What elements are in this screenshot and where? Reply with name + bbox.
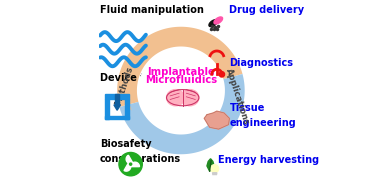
Text: considerations: considerations bbox=[100, 154, 181, 164]
Text: Tissue: Tissue bbox=[229, 104, 265, 113]
Text: Microfluidics: Microfluidics bbox=[145, 75, 217, 85]
Polygon shape bbox=[125, 100, 129, 119]
Polygon shape bbox=[105, 116, 129, 119]
Text: Energy harvesting: Energy harvesting bbox=[218, 155, 319, 165]
Circle shape bbox=[129, 162, 132, 166]
Polygon shape bbox=[233, 79, 237, 102]
Text: Diagnostics: Diagnostics bbox=[229, 58, 293, 68]
Polygon shape bbox=[126, 155, 133, 164]
Circle shape bbox=[119, 152, 142, 176]
Polygon shape bbox=[117, 27, 243, 107]
Ellipse shape bbox=[167, 90, 184, 106]
Polygon shape bbox=[124, 163, 131, 171]
Circle shape bbox=[221, 73, 223, 75]
Ellipse shape bbox=[214, 17, 223, 24]
Polygon shape bbox=[212, 173, 217, 174]
Polygon shape bbox=[130, 162, 139, 167]
Text: Methods: Methods bbox=[114, 65, 135, 107]
Ellipse shape bbox=[209, 20, 218, 27]
Polygon shape bbox=[114, 105, 120, 110]
Ellipse shape bbox=[181, 90, 199, 106]
Text: engineering: engineering bbox=[229, 118, 296, 128]
Polygon shape bbox=[204, 111, 229, 129]
Text: Implantable: Implantable bbox=[147, 67, 215, 77]
Text: Fluid manipulation: Fluid manipulation bbox=[100, 5, 204, 15]
Text: Biosafety: Biosafety bbox=[100, 139, 152, 149]
Polygon shape bbox=[105, 94, 129, 100]
Text: Applications: Applications bbox=[224, 67, 251, 126]
Text: Drug delivery: Drug delivery bbox=[229, 5, 305, 15]
Circle shape bbox=[130, 163, 132, 165]
Circle shape bbox=[211, 165, 219, 173]
Polygon shape bbox=[119, 74, 245, 154]
Text: Device fabrication: Device fabrication bbox=[100, 73, 201, 83]
Polygon shape bbox=[105, 100, 109, 119]
Polygon shape bbox=[207, 159, 214, 171]
Polygon shape bbox=[124, 89, 132, 111]
Circle shape bbox=[139, 48, 223, 133]
Polygon shape bbox=[115, 94, 119, 105]
